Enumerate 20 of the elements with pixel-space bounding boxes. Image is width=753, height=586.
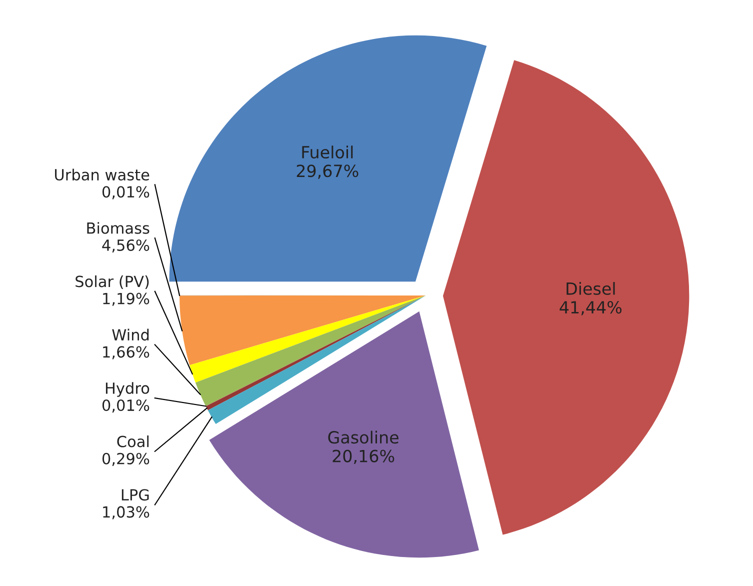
data-label: 0,29%: [102, 452, 150, 466]
slice-label: Hydro: [106, 382, 150, 397]
slice-label: Diesel: [566, 282, 615, 295]
slice-label: Coal: [117, 435, 149, 448]
data-label: 41,44%: [560, 300, 622, 316]
data-label: 1,19%: [103, 292, 150, 306]
slice-label: Fueloil: [302, 146, 353, 159]
slice-label: Gasoline: [328, 430, 398, 444]
data-label: 0,01%: [102, 186, 150, 200]
data-label: 20,16%: [332, 450, 394, 464]
slice-label: Wind: [112, 328, 149, 341]
data-label: 1,66%: [103, 346, 150, 360]
slice-label: Biomass: [87, 222, 150, 234]
data-label: 0,01%: [102, 399, 150, 413]
data-label: 29,67%: [296, 164, 358, 179]
slice-label: Urban waste: [55, 168, 150, 181]
data-label: 4,56%: [102, 239, 150, 253]
slice-label: Solar (PV): [76, 275, 149, 290]
slice-label: LPG: [122, 489, 149, 501]
data-label: 1,03%: [103, 506, 150, 520]
